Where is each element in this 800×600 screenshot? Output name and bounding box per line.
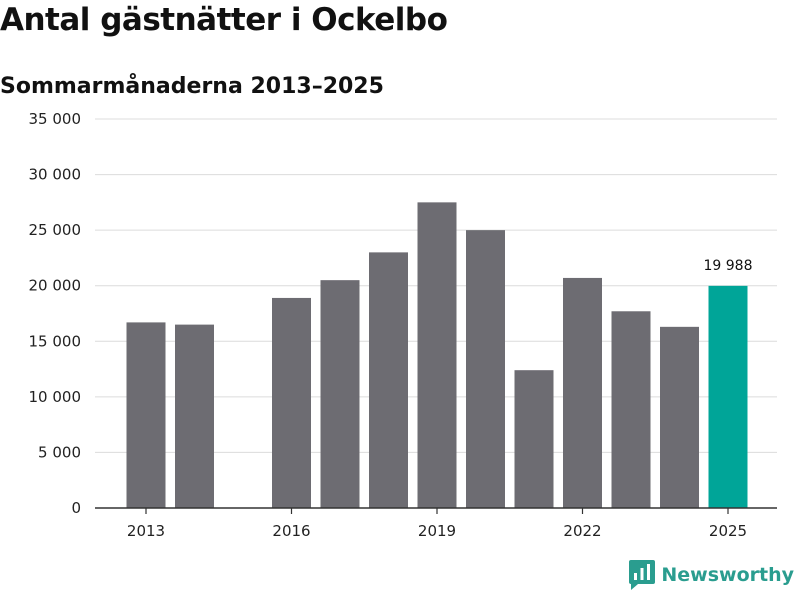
bar-2021 [514, 370, 554, 508]
newsworthy-logo-icon [629, 560, 656, 590]
y-tick-label: 15 000 [29, 332, 82, 350]
y-tick-label: 5 000 [38, 443, 81, 461]
bar-2020 [466, 230, 505, 508]
y-tick-label: 25 000 [29, 221, 82, 239]
data-labels: 19 988 [704, 258, 753, 274]
bar-2022 [563, 277, 602, 508]
bar-2017 [320, 280, 360, 508]
y-tick-label: 35 000 [29, 110, 82, 128]
data-label-2025: 19 988 [704, 258, 753, 274]
x-tick-label: 2016 [272, 522, 310, 540]
newsworthy-logo: Newsworthy [629, 560, 794, 590]
bar-2014 [175, 324, 214, 508]
y-tick-label: 10 000 [29, 388, 82, 406]
axes: 2013 2016 2019 2022 2025 [95, 507, 777, 540]
y-tick-label: 30 000 [29, 166, 82, 184]
x-tick-label: 2019 [418, 522, 456, 540]
bar-2024 [660, 326, 699, 508]
chart-subtitle: Sommarmånaderna 2013–2025 [0, 74, 384, 99]
bar-2018 [369, 252, 408, 508]
brand-name: Newsworthy [661, 564, 794, 586]
bar-2025 [708, 285, 748, 508]
x-tick-label: 2022 [563, 522, 601, 540]
bar-2019 [417, 202, 457, 508]
x-tick-label: 2013 [127, 522, 165, 540]
bar-2023 [611, 311, 651, 508]
y-tick-label: 20 000 [29, 277, 82, 295]
chart-title: Antal gästnätter i Ockelbo [0, 2, 448, 38]
bars [126, 202, 748, 508]
bar-2016 [272, 297, 311, 508]
x-tick-label: 2025 [709, 522, 747, 540]
y-tick-label: 0 [71, 499, 81, 517]
bar-2013 [126, 322, 166, 508]
